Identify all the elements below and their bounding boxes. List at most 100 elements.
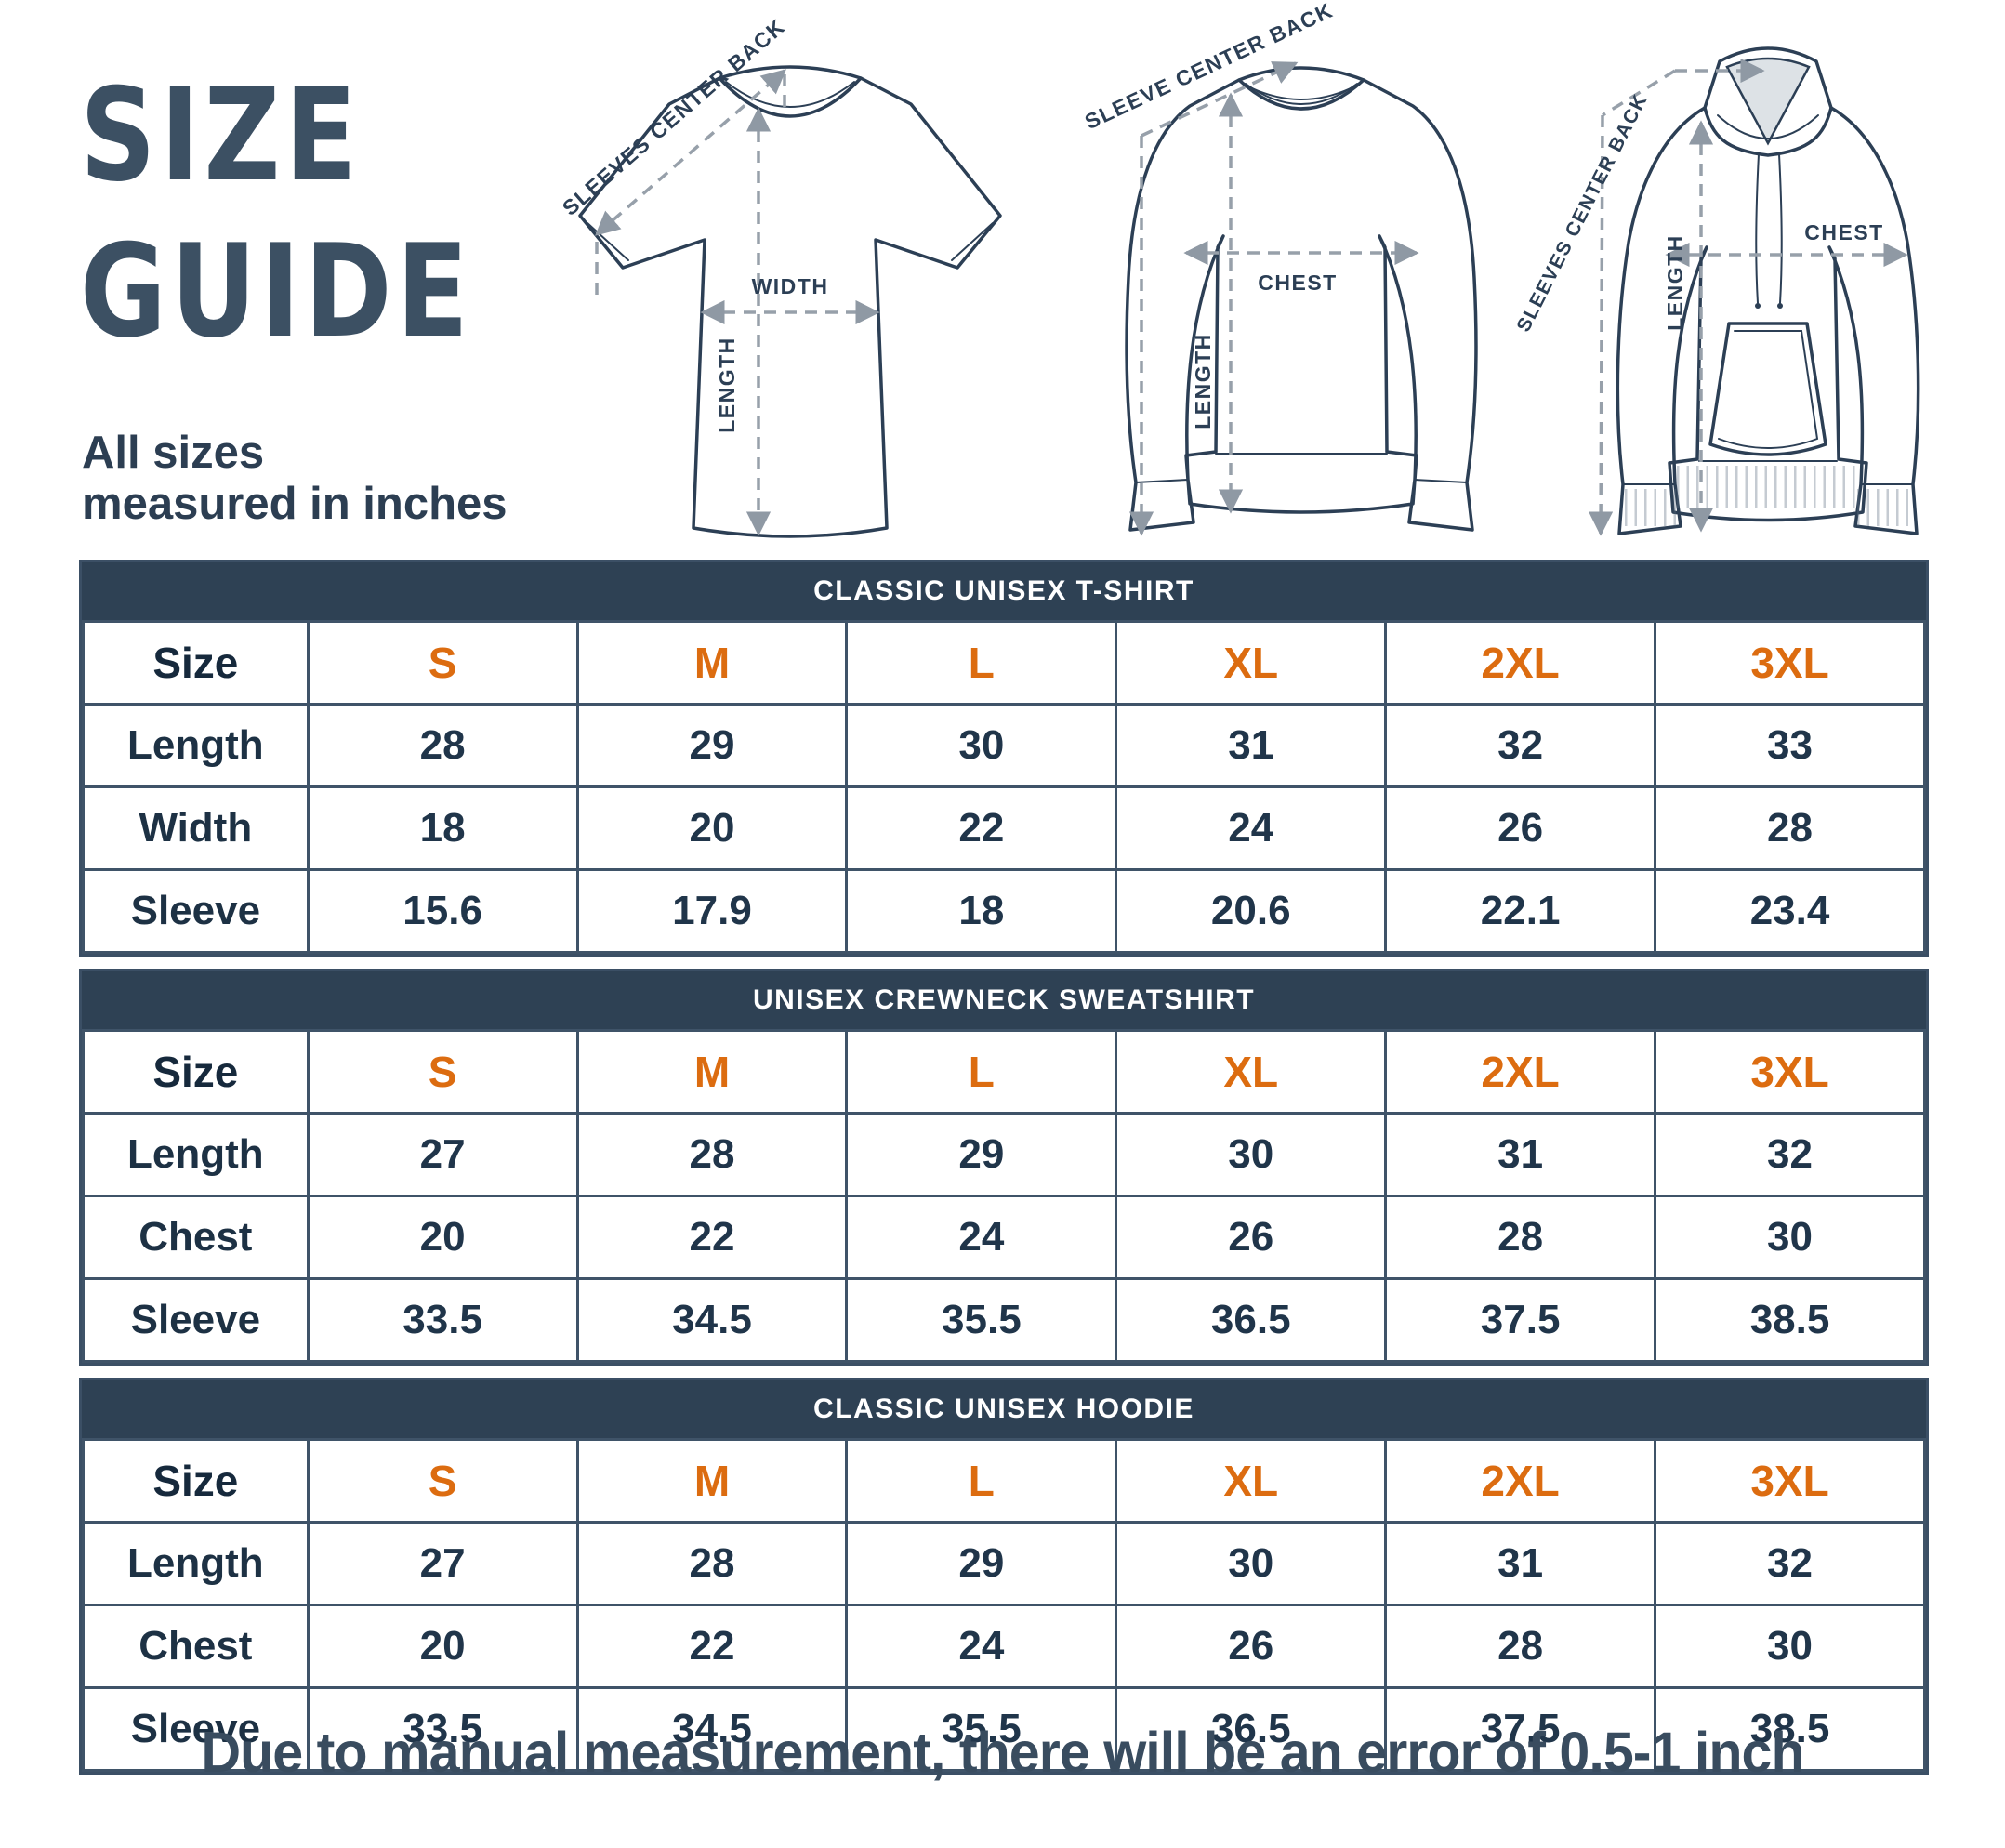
measurement-row-label: Sleeve <box>82 868 310 954</box>
page-subtitle-line1: All sizes <box>82 428 265 478</box>
value-cell: 24 <box>845 1604 1118 1689</box>
table-row: Chest 20 22 24 26 28 30 <box>82 1195 1926 1280</box>
value-cell: 28 <box>1654 785 1926 871</box>
value-cell: 32 <box>1384 703 1657 788</box>
page-title-line2: GUIDE <box>80 217 473 366</box>
value-cell: 29 <box>845 1112 1118 1197</box>
value-cell: 29 <box>575 703 849 788</box>
value-cell: 30 <box>1654 1195 1926 1280</box>
value-cell: 20 <box>575 785 849 871</box>
value-cell: 28 <box>1384 1604 1657 1689</box>
sweatshirt-measure-lines <box>1128 61 1419 536</box>
value-cell: 35.5 <box>845 1686 1118 1772</box>
tshirt-length-label: LENGTH <box>715 337 739 433</box>
tshirt-measure-lines <box>595 69 880 536</box>
table-title: UNISEX CREWNECK SWEATSHIRT <box>82 971 1926 1029</box>
measurement-row-label: Sleeve <box>82 1686 310 1772</box>
value-cell: 23.4 <box>1654 868 1926 954</box>
size-table: CLASSIC UNISEX T-SHIRT Size S M L XL 2XL 3XL Len… <box>79 560 1929 957</box>
value-cell: 28 <box>575 1112 849 1197</box>
table-row: Sleeve 33.5 34.5 35.5 36.5 37.5 38.5 <box>82 1686 1926 1772</box>
value-cell: 22 <box>845 785 1118 871</box>
value-cell: 35.5 <box>845 1277 1118 1363</box>
measurement-row-label: Chest <box>82 1195 310 1280</box>
value-cell: 38.5 <box>1654 1686 1926 1772</box>
value-cell: 20.6 <box>1115 868 1388 954</box>
page-title: SIZE GUIDE <box>80 58 473 370</box>
size-header-cell: S <box>306 1029 579 1115</box>
value-cell: 34.5 <box>575 1277 849 1363</box>
value-cell: 36.5 <box>1115 1686 1388 1772</box>
value-cell: 26 <box>1384 785 1657 871</box>
size-row-label: Size <box>82 620 310 706</box>
size-header-cell: XL <box>1115 1438 1388 1524</box>
measurement-error-note: Due to manual measurement, there will be… <box>201 1721 1804 1784</box>
value-cell: 26 <box>1115 1604 1388 1689</box>
table-row: Chest 20 22 24 26 28 30 <box>82 1604 1926 1689</box>
size-row-label: Size <box>82 1438 310 1524</box>
value-cell: 30 <box>1654 1604 1926 1689</box>
table-title: CLASSIC UNISEX HOODIE <box>82 1380 1926 1438</box>
value-cell: 28 <box>306 703 579 788</box>
size-header-cell: M <box>575 1438 849 1524</box>
tshirt-illustration: SLEEVES CENTER BACK WIDTH LENGTH <box>558 14 1002 538</box>
value-cell: 33 <box>1654 703 1926 788</box>
value-cell: 29 <box>845 1521 1118 1606</box>
size-header-cell: XL <box>1115 1029 1388 1115</box>
size-header-cell: 2XL <box>1384 1029 1657 1115</box>
value-cell: 18 <box>306 785 579 871</box>
value-cell: 27 <box>306 1521 579 1606</box>
size-header-cell: 3XL <box>1654 620 1926 706</box>
value-cell: 37.5 <box>1384 1686 1657 1772</box>
size-tables: CLASSIC UNISEX T-SHIRT Size S M L XL 2XL 3XL Len… <box>79 560 1929 1787</box>
sweatshirt-chest-label: CHEST <box>1258 271 1337 295</box>
hoodie-chest-label: CHEST <box>1804 220 1883 244</box>
value-cell: 28 <box>1384 1195 1657 1280</box>
size-header-cell: M <box>575 1029 849 1115</box>
sweatshirt-outline <box>1125 66 1478 532</box>
page-title-line1: SIZE <box>80 60 362 210</box>
table-row: Size S M L XL 2XL 3XL <box>82 1438 1926 1524</box>
size-header-cell: S <box>306 620 579 706</box>
page-subtitle: All sizes measured in inches <box>82 428 508 530</box>
value-cell: 32 <box>1654 1112 1926 1197</box>
value-cell: 17.9 <box>575 868 849 954</box>
value-cell: 28 <box>575 1521 849 1606</box>
table-row: Size S M L XL 2XL 3XL <box>82 620 1926 706</box>
value-cell: 34.5 <box>575 1686 849 1772</box>
page-subtitle-line2: measured in inches <box>82 479 508 529</box>
size-header-cell: 3XL <box>1654 1438 1926 1524</box>
table-row: Size S M L XL 2XL 3XL <box>82 1029 1926 1115</box>
measurement-row-label: Sleeve <box>82 1277 310 1363</box>
value-cell: 37.5 <box>1384 1277 1657 1363</box>
sweatshirt-illustration: SLEEVE CENTER BACK CHEST LENGTH <box>1081 0 1478 536</box>
table-row: Length 27 28 29 30 31 32 <box>82 1112 1926 1197</box>
value-cell: 30 <box>845 703 1118 788</box>
hoodie-illustration: SLEEVES CENTER BACK CHEST LENGTH <box>1512 46 1920 536</box>
hoodie-measure-lines <box>1588 58 1908 536</box>
value-cell: 22.1 <box>1384 868 1657 954</box>
measurement-row-label: Length <box>82 703 310 788</box>
value-cell: 30 <box>1115 1112 1388 1197</box>
size-table: CLASSIC UNISEX HOODIE Size S M L XL 2XL 3XL Leng… <box>79 1378 1929 1775</box>
table-row: Sleeve 15.6 17.9 18 20.6 22.1 23.4 <box>82 868 1926 954</box>
size-header-cell: XL <box>1115 620 1388 706</box>
size-header-cell: M <box>575 620 849 706</box>
value-cell: 20 <box>306 1604 579 1689</box>
table-title: CLASSIC UNISEX T-SHIRT <box>82 562 1926 620</box>
sweatshirt-length-label: LENGTH <box>1191 333 1215 429</box>
value-cell: 31 <box>1384 1112 1657 1197</box>
value-cell: 32 <box>1654 1521 1926 1606</box>
table-row: Width 18 20 22 24 26 28 <box>82 785 1926 871</box>
value-cell: 38.5 <box>1654 1277 1926 1363</box>
size-row-label: Size <box>82 1029 310 1115</box>
value-cell: 26 <box>1115 1195 1388 1280</box>
value-cell: 30 <box>1115 1521 1388 1606</box>
size-header-cell: L <box>845 1029 1118 1115</box>
value-cell: 22 <box>575 1604 849 1689</box>
table-row: Length 28 29 30 31 32 33 <box>82 703 1926 788</box>
measurement-row-label: Width <box>82 785 310 871</box>
value-cell: 18 <box>845 868 1118 954</box>
value-cell: 36.5 <box>1115 1277 1388 1363</box>
